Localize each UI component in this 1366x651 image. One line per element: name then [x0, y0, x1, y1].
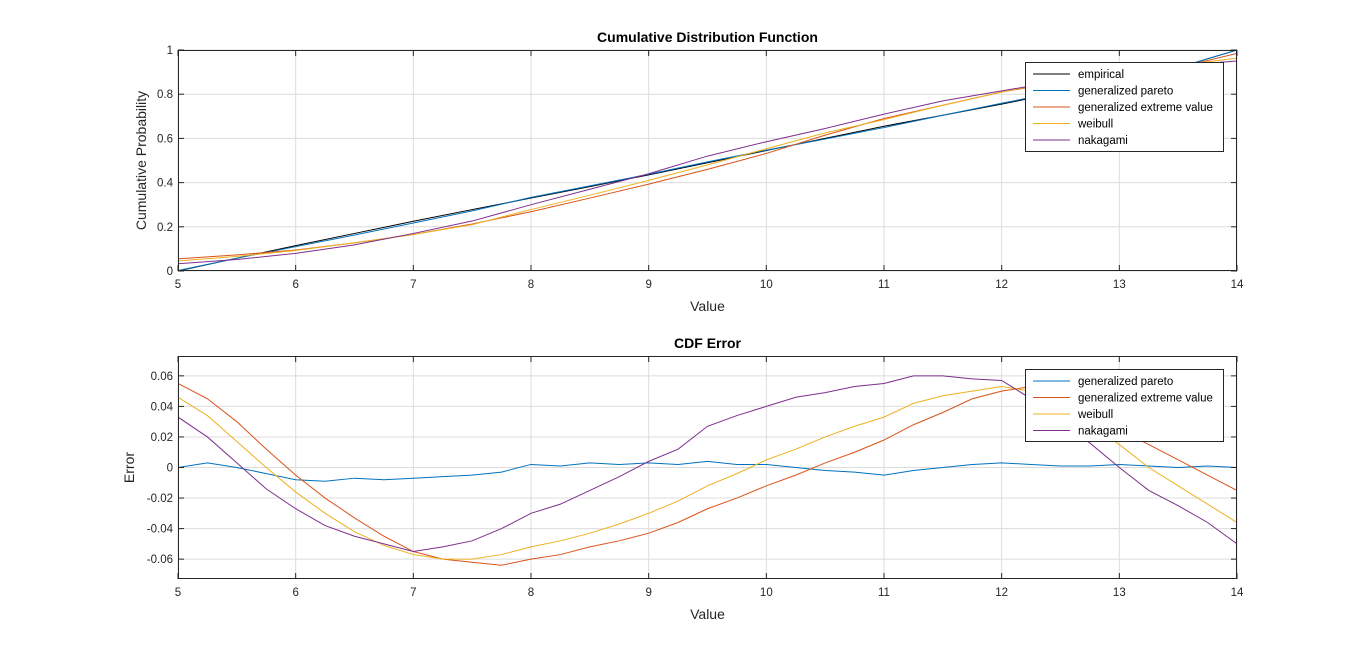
legend-entry: generalized extreme value: [1078, 102, 1213, 114]
y-tick-label: 0.02: [151, 432, 173, 444]
y-tick-label: 0.06: [151, 371, 173, 383]
y-tick-label: 0: [167, 463, 173, 475]
legend-entry: nakagami: [1078, 135, 1128, 147]
chart-2: 5 6 7 8 9 10 11 12 13 14 -0.06 -0.04 -0.02 0 0.02 0.04 0…: [121, 335, 1244, 622]
series-line-generalized-pareto: [178, 460, 1237, 482]
y-tick-label: 1: [167, 45, 173, 57]
legend: empirical generalized pareto generalized e…: [1025, 62, 1224, 152]
x-tick-label: 5: [175, 587, 181, 599]
legend-entry: empirical: [1078, 69, 1124, 81]
x-tick-label: 13: [1113, 279, 1126, 291]
y-tick-label: 0.2: [157, 222, 173, 234]
x-tick-label: 12: [995, 279, 1008, 291]
x-axis-label: Value: [690, 606, 725, 622]
y-tick-label: -0.06: [147, 554, 173, 566]
x-tick-label: 11: [878, 587, 890, 599]
y-tick-label: 0.04: [151, 401, 174, 413]
legend-box: [1025, 369, 1224, 442]
y-tick-label: 0.6: [157, 133, 173, 145]
y-tick-label: 0: [167, 266, 173, 278]
legend-entry: nakagami: [1078, 426, 1128, 438]
x-tick-label: 6: [292, 279, 298, 291]
x-tick-label: 8: [528, 587, 534, 599]
x-tick-label: 7: [410, 587, 416, 599]
x-tick-label: 12: [995, 587, 1008, 599]
axes-box: [178, 50, 1237, 271]
x-tick-label: 9: [645, 279, 651, 291]
y-axis-label: Error: [121, 452, 137, 483]
x-tick-label: 10: [760, 587, 773, 599]
x-tick-label: 6: [292, 587, 298, 599]
legend-entry: generalized extreme value: [1078, 393, 1213, 405]
legend-entry: generalized pareto: [1078, 376, 1173, 388]
x-tick-label: 7: [410, 279, 416, 291]
x-tick-label: 11: [878, 279, 890, 291]
legend-entry: weibull: [1077, 409, 1113, 421]
x-tick-label: 14: [1231, 587, 1244, 599]
y-tick-label: 0.4: [157, 178, 174, 190]
x-tick-label: 8: [528, 279, 534, 291]
legend: generalized pareto generalized extreme va…: [1025, 369, 1224, 442]
chart-1: 5 6 7 8 9 10 11 12 13 14 0 0.2 0.4 0.6 0.8 1 Cumulative …: [133, 29, 1244, 314]
legend-entry: generalized pareto: [1078, 86, 1173, 98]
chart-title: CDF Error: [674, 335, 741, 351]
legend-entry: weibull: [1077, 119, 1113, 131]
y-tick-label: -0.04: [147, 524, 174, 536]
y-tick-label: -0.02: [147, 493, 173, 505]
x-tick-label: 13: [1113, 587, 1126, 599]
y-tick-label: 0.8: [157, 89, 173, 101]
x-tick-label: 10: [760, 279, 773, 291]
chart-title: Cumulative Distribution Function: [597, 29, 818, 45]
x-tick-label: 14: [1231, 279, 1244, 291]
x-tick-label: 9: [645, 587, 651, 599]
x-axis-label: Value: [690, 298, 725, 314]
x-tick-label: 5: [175, 279, 181, 291]
y-axis-label: Cumulative Probability: [133, 91, 149, 230]
